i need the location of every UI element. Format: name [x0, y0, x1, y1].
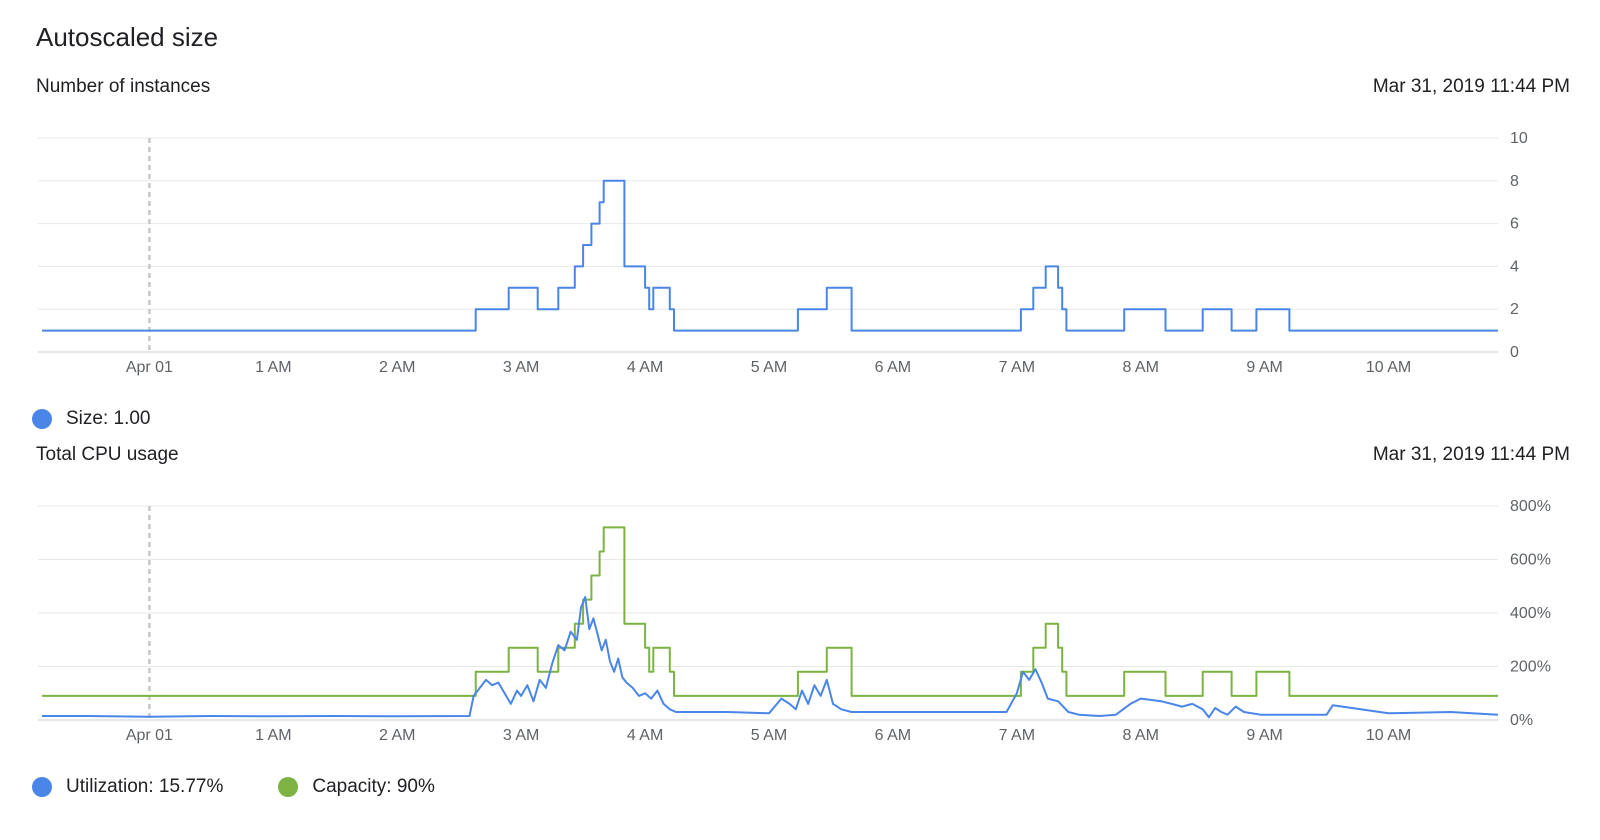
instances-x-tick-label: 3 AM	[503, 359, 539, 376]
instances-x-tick-label: 4 AM	[627, 359, 663, 376]
instances-x-tick-label: 7 AM	[999, 359, 1035, 376]
legend-item-utilization: Utilization: 15.77%	[32, 776, 223, 798]
cpu-x-tick-label: 5 AM	[751, 727, 787, 744]
legend-dot-size	[32, 409, 52, 429]
instances-x-tick-label: 5 AM	[751, 359, 787, 376]
instances-y-tick-label: 10	[1510, 130, 1528, 147]
instances-series-size	[42, 179, 1498, 332]
instances-y-tick-label: 2	[1510, 301, 1519, 318]
instances-chart-title: Number of instances	[36, 76, 211, 97]
cpu-x-tick-label: 6 AM	[875, 727, 911, 744]
legend-dot-capacity	[278, 777, 299, 797]
instances-y-tick-label: 4	[1510, 258, 1519, 275]
instances-chart-timestamp: Mar 31, 2019 11:44 PM	[1372, 76, 1570, 97]
instances-x-tick-label: 9 AM	[1246, 359, 1282, 376]
instances-y-tick-label: 0	[1510, 344, 1519, 361]
cpu-x-tick-label: 8 AM	[1122, 727, 1158, 744]
instances-x-tick-label: 1 AM	[255, 359, 291, 376]
cpu-series-utilization	[42, 596, 1499, 719]
cpu-chart-timestamp: Mar 31, 2019 11:44 PM	[1372, 444, 1570, 465]
cpu-y-tick-label: 0%	[1510, 712, 1533, 729]
cpu-chart-title: Total CPU usage	[36, 444, 179, 465]
instances-chart: 0 2 4 6 8 10 Apr 01 1 AM 2 AM 3 AM 4 AM 5 AM 6 AM 7 A…	[38, 130, 1528, 376]
cpu-chart: 0% 200% 400% 600% 800% Apr 01 1 AM 2 AM 3 AM 4 AM…	[38, 498, 1551, 744]
instances-y-tick-label: 6	[1510, 216, 1519, 233]
cpu-x-tick-label: 4 AM	[627, 727, 663, 744]
legend-item-capacity: Capacity: 90%	[278, 776, 435, 798]
instances-x-tick-label: 10 AM	[1366, 359, 1411, 376]
legend-dot-utilization	[32, 777, 52, 797]
instances-legend: Size: 1.00	[32, 408, 206, 430]
cpu-x-tick-label: 2 AM	[379, 727, 415, 744]
legend-item-size: Size: 1.00	[32, 408, 151, 430]
cpu-x-tick-label: 1 AM	[255, 727, 291, 744]
instances-x-tick-label: 2 AM	[379, 359, 415, 376]
cpu-x-tick-label: 7 AM	[999, 727, 1035, 744]
legend-label-utilization: Utilization: 15.77%	[66, 776, 224, 797]
instances-y-tick-label: 8	[1510, 173, 1519, 190]
cpu-x-tick-label: Apr 01	[126, 727, 173, 744]
legend-label-capacity: Capacity: 90%	[312, 776, 435, 797]
cpu-y-tick-label: 600%	[1510, 552, 1551, 569]
page-title: Autoscaled size	[36, 22, 219, 52]
instances-x-tick-label: 8 AM	[1122, 359, 1158, 376]
cpu-x-tick-label: 3 AM	[503, 727, 539, 744]
cpu-legend: Utilization: 15.77% Capacity: 90%	[32, 776, 490, 798]
cpu-y-tick-label: 200%	[1510, 659, 1551, 676]
legend-label-size: Size: 1.00	[66, 408, 151, 429]
cpu-series-capacity	[42, 526, 1498, 697]
cpu-x-tick-label: 10 AM	[1366, 727, 1411, 744]
instances-x-tick-label: Apr 01	[126, 359, 173, 376]
cpu-x-tick-label: 9 AM	[1246, 727, 1282, 744]
instances-x-tick-label: 6 AM	[875, 359, 911, 376]
cpu-y-tick-label: 400%	[1510, 605, 1551, 622]
cpu-y-tick-label: 800%	[1510, 498, 1551, 515]
